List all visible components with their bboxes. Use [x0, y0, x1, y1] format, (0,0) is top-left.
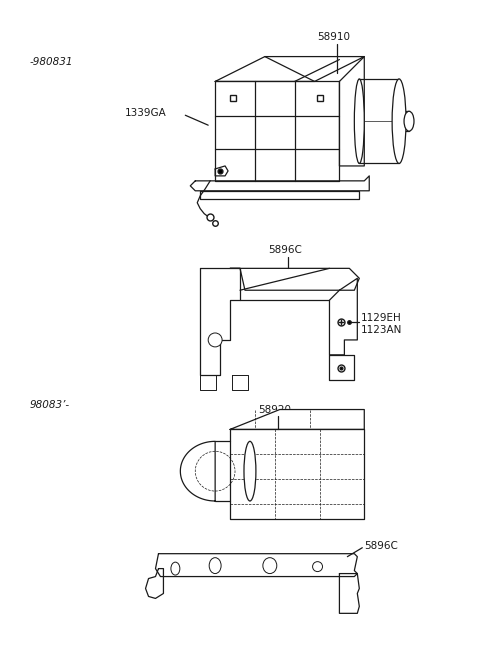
Polygon shape	[329, 279, 357, 355]
Polygon shape	[230, 268, 360, 290]
Polygon shape	[230, 430, 364, 519]
Ellipse shape	[404, 111, 414, 131]
Polygon shape	[215, 81, 339, 181]
Text: 1129EH: 1129EH	[361, 313, 402, 323]
Polygon shape	[200, 191, 360, 199]
Ellipse shape	[171, 562, 180, 575]
Text: 5896C: 5896C	[364, 541, 398, 551]
Polygon shape	[190, 176, 369, 191]
Text: 58910: 58910	[318, 32, 350, 41]
Text: 58920: 58920	[258, 405, 291, 415]
Text: 98083’-: 98083’-	[29, 399, 69, 409]
Circle shape	[312, 562, 323, 572]
Text: 1123AN: 1123AN	[361, 325, 403, 335]
Text: 1339GA: 1339GA	[125, 108, 167, 118]
Polygon shape	[200, 268, 240, 374]
Ellipse shape	[354, 79, 364, 164]
Polygon shape	[360, 79, 399, 163]
Polygon shape	[339, 57, 364, 166]
Text: 5896C: 5896C	[268, 246, 302, 256]
Ellipse shape	[263, 558, 277, 574]
Polygon shape	[215, 166, 228, 176]
Polygon shape	[180, 442, 215, 501]
Polygon shape	[156, 554, 357, 577]
Polygon shape	[230, 409, 364, 430]
Polygon shape	[232, 374, 248, 390]
Text: -980831: -980831	[29, 57, 73, 66]
Ellipse shape	[392, 79, 406, 164]
Ellipse shape	[209, 558, 221, 574]
Polygon shape	[145, 568, 164, 599]
Polygon shape	[329, 355, 354, 380]
Polygon shape	[200, 374, 216, 390]
Circle shape	[208, 333, 222, 347]
Ellipse shape	[244, 442, 256, 501]
Polygon shape	[215, 57, 364, 81]
Polygon shape	[339, 574, 360, 614]
